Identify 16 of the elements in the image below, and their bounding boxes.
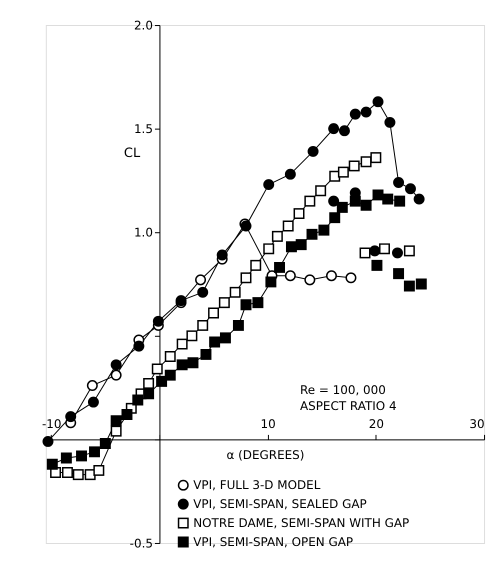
legend-label: VPI, FULL 3-D MODEL	[193, 478, 321, 492]
legend-label: NOTRE DAME, SEMI-SPAN WITH GAP	[193, 516, 410, 530]
annotation: Re = 100, 000	[300, 383, 386, 398]
y-tick-label: 2.0	[134, 18, 153, 33]
x-tick-label: 10	[260, 416, 276, 431]
annotation: ASPECT RATIO 4	[300, 399, 397, 414]
x-tick-label: 20	[368, 416, 384, 431]
legend-label: VPI, SEMI-SPAN, SEALED GAP	[193, 497, 367, 512]
y-tick-label: 1.5	[134, 122, 153, 136]
x-tick-label: -10	[42, 416, 62, 431]
y-tick-label: -0.5	[130, 536, 153, 550]
legend-label: VPI, SEMI-SPAN, OPEN GAP	[193, 534, 354, 549]
y-tick-label: 1.0	[134, 226, 153, 240]
x-axis-title: α (DEGREES)	[226, 448, 304, 462]
y-axis-title: CL	[124, 146, 141, 162]
x-tick-label: 30	[469, 416, 485, 431]
